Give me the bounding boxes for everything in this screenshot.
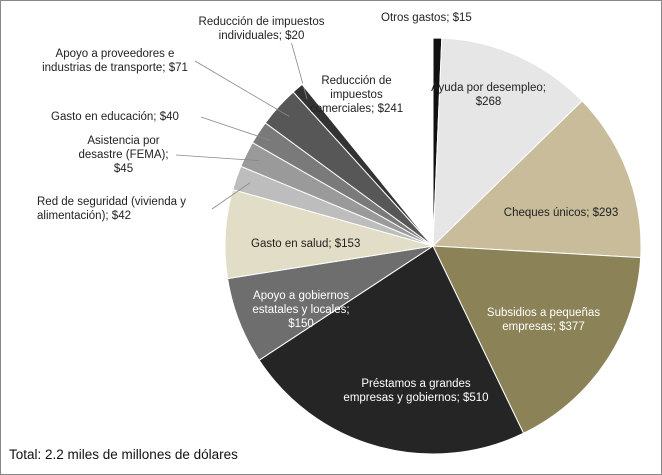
slice-label: Gasto en salud; $153 <box>251 237 381 251</box>
category-name: Apoyo a gobiernos estatales y locales; <box>252 290 350 316</box>
category-name: Apoyo a proveedores e industrias de tran… <box>42 48 175 74</box>
category-name: Reducción de impuestos individuales; <box>198 16 325 42</box>
pie-slice <box>258 245 525 455</box>
pie-slice <box>431 100 642 259</box>
slice-label: Gasto en educación; $40 <box>51 110 201 124</box>
category-name: Reducción de impuestos comerciales; <box>309 75 392 115</box>
value-label: $153 <box>334 238 361 250</box>
value-label: $150 <box>288 318 314 330</box>
category-name: Cheques únicos; <box>503 207 590 219</box>
leader-line <box>291 42 308 100</box>
category-name: Ayuda por desempleo; <box>431 82 546 94</box>
category-name: Subsidios a pequeñas empresas; <box>486 307 601 333</box>
slice-label: Apoyo a gobiernos estatales y locales; $… <box>241 289 361 331</box>
slice-label: Red de seguridad (vivienda y alimentació… <box>37 195 212 223</box>
pie-slice <box>432 37 583 248</box>
category-name: Gasto en educación; <box>51 111 157 123</box>
category-name: Red de seguridad (vivienda y alimentació… <box>37 196 186 222</box>
slice-label: Otros gastos; $15 <box>381 11 491 25</box>
slice-label: Reducción de impuestos comerciales; $241 <box>299 74 414 116</box>
value-label: $40 <box>159 111 179 123</box>
value-label: $241 <box>377 103 404 115</box>
pie-slice <box>301 37 434 248</box>
slice-label: Asistencia por desastre (FEMA); $45 <box>71 134 176 176</box>
pie-slice <box>432 245 642 434</box>
category-name: Préstamos a grandes empresas y gobiernos… <box>343 378 471 404</box>
value-label: $15 <box>452 12 472 24</box>
slice-label: Subsidios a pequeñas empresas; $377 <box>471 306 616 334</box>
value-label: $42 <box>111 210 131 222</box>
slice-label: Apoyo a proveedores e industrias de tran… <box>35 47 195 75</box>
value-label: $71 <box>168 62 188 74</box>
slice-label: Ayuda por desempleo; $268 <box>421 81 556 109</box>
value-label: $510 <box>462 392 489 404</box>
leader-line <box>211 182 251 210</box>
leader-line <box>175 154 260 162</box>
slice-label: Cheques únicos; $293 <box>501 206 621 220</box>
slice-label: Préstamos a grandes empresas y gobiernos… <box>341 377 491 405</box>
leader-line <box>200 116 271 141</box>
value-label: $45 <box>113 163 134 175</box>
leader-line <box>194 60 290 117</box>
value-label: $20 <box>285 30 305 42</box>
category-name: Gasto en salud; <box>251 238 332 250</box>
note: Total: 2.2 miles de millones de dólares <box>9 447 238 462</box>
value-label: $293 <box>592 207 619 219</box>
category-name: Otros gastos; <box>381 12 450 24</box>
slice-label: Reducción de impuestos individuales; $20 <box>189 15 334 43</box>
value-label: $268 <box>475 96 502 108</box>
value-label: $377 <box>559 321 585 333</box>
category-name: Asistencia por desastre (FEMA); <box>78 135 169 161</box>
